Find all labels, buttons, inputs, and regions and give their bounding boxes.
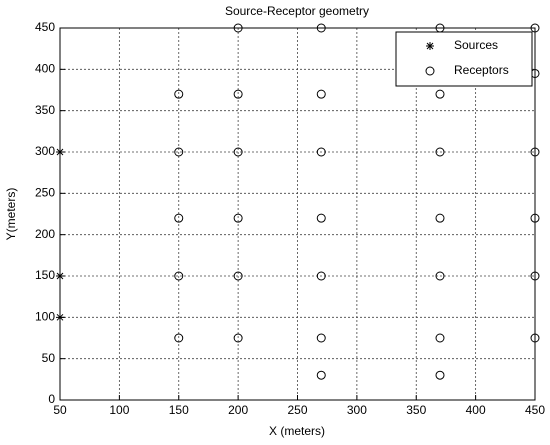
receptor-marker xyxy=(316,271,326,281)
y-tick-label: 300 xyxy=(35,144,55,158)
receptor-marker xyxy=(530,333,540,343)
x-tick-label: 400 xyxy=(466,403,486,417)
y-tick-label: 250 xyxy=(35,186,55,200)
receptor-marker xyxy=(174,147,184,157)
x-tick-label: 50 xyxy=(53,403,67,417)
receptor-marker xyxy=(435,147,445,157)
legend-box xyxy=(395,31,533,87)
receptor-marker xyxy=(316,147,326,157)
receptor-marker xyxy=(316,333,326,343)
receptor-marker xyxy=(233,271,243,281)
receptor-marker xyxy=(435,271,445,281)
receptor-marker xyxy=(530,147,540,157)
x-tick-label: 150 xyxy=(169,403,189,417)
y-tick-label: 450 xyxy=(35,20,55,34)
receptor-marker xyxy=(316,370,326,380)
y-axis-label: Y(meters) xyxy=(4,188,18,241)
receptor-marker xyxy=(316,23,326,33)
receptor-marker xyxy=(316,89,326,99)
x-tick-label: 450 xyxy=(525,403,545,417)
receptor-marker xyxy=(530,213,540,223)
x-tick-label: 350 xyxy=(406,403,426,417)
chart-title: Source-Receptor geometry xyxy=(225,4,369,18)
x-axis-label: X (meters) xyxy=(269,424,325,438)
legend-marker xyxy=(425,66,435,76)
receptor-marker xyxy=(530,23,540,33)
receptor-marker xyxy=(233,333,243,343)
y-tick-label: 150 xyxy=(35,268,55,282)
receptor-marker xyxy=(435,89,445,99)
receptor-marker xyxy=(435,213,445,223)
y-tick-label: 100 xyxy=(35,310,55,324)
y-tick-label: 200 xyxy=(35,227,55,241)
y-tick-label: 0 xyxy=(48,392,55,406)
legend-marker xyxy=(426,42,434,50)
receptor-marker xyxy=(174,271,184,281)
source-marker xyxy=(56,148,64,156)
x-tick-label: 250 xyxy=(287,403,307,417)
receptor-marker xyxy=(530,271,540,281)
receptor-marker xyxy=(435,370,445,380)
receptor-marker xyxy=(316,213,326,223)
legend-label: Receptors xyxy=(454,63,509,77)
source-marker xyxy=(56,272,64,280)
source-marker xyxy=(56,313,64,322)
x-tick-label: 100 xyxy=(109,403,129,417)
y-tick-label: 350 xyxy=(35,103,55,117)
receptor-marker xyxy=(233,89,243,99)
receptor-marker xyxy=(233,23,243,33)
legend-label: Sources xyxy=(454,38,498,52)
receptor-marker xyxy=(435,333,445,343)
x-tick-label: 300 xyxy=(347,403,367,417)
receptor-marker xyxy=(174,89,184,99)
receptor-marker xyxy=(233,147,243,157)
y-tick-label: 400 xyxy=(35,62,55,76)
receptor-marker xyxy=(174,213,184,223)
receptor-marker xyxy=(233,213,243,223)
y-tick-label: 50 xyxy=(42,351,56,365)
receptor-marker xyxy=(174,333,184,343)
x-tick-label: 200 xyxy=(228,403,248,417)
